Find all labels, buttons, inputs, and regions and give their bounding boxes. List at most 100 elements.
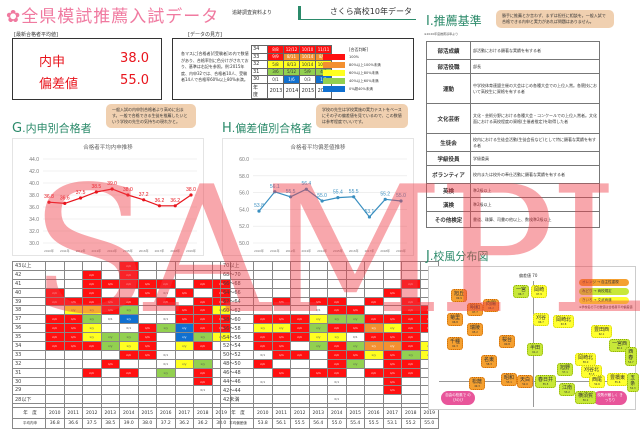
heatmap-cell: n/n <box>382 367 402 378</box>
heatmap-cell: n/n <box>63 296 83 307</box>
naishin-line-chart: 合格者平均内申推移 44.0 42.0 40.0 38.0 36.0 34.0 32.0 30… <box>12 138 204 256</box>
svg-text:60.0: 60.0 <box>239 157 249 163</box>
heatmap-cell <box>156 269 176 280</box>
mini-row-label: 31 <box>251 67 268 76</box>
hensachi-line-chart: 合格者平均偏差値推移 60.0 58.0 56.0 54.0 52.0 50.0 2010年… <box>222 138 414 256</box>
school-tag: 岡崎 67.9 <box>531 285 548 298</box>
criteria-value: 文化・芸術分野における各種大会・コンクールでの上位入賞者。文化面における高校程度… <box>470 103 600 134</box>
heatmap-cell: x/y <box>193 332 213 343</box>
heatmap-cell <box>290 358 310 369</box>
heatmap-cell: x/y <box>119 305 139 316</box>
legend-item: 0%超40%未満 <box>323 85 381 93</box>
school-tag: 五条 52.3 <box>627 373 639 392</box>
heatmap-cell <box>137 376 157 387</box>
heatmap-row-label: 60〜62 <box>220 305 254 316</box>
heatmap-cell: n/n <box>193 314 213 325</box>
heatmap-cell <box>271 305 291 316</box>
svg-text:2012年: 2012年 <box>286 248 296 253</box>
heatmap-spacer <box>220 403 439 409</box>
year-cell: 2018 <box>193 407 213 419</box>
school-tag: 明和 67.7 <box>467 303 484 316</box>
heatmap-cell: x/y <box>193 358 213 369</box>
heatmap-cell <box>193 269 213 280</box>
heatmap-row: 46〜48 n/n n/n n/n n/n n/n n/n <box>220 367 439 378</box>
heatmap-cell <box>345 385 365 396</box>
heatmap-cell <box>327 261 347 271</box>
svg-text:2018年: 2018年 <box>170 248 180 253</box>
school-name: 刈谷北 <box>584 367 600 373</box>
heatmap-cell <box>345 367 365 378</box>
heatmap-cell <box>253 305 273 316</box>
svg-text:2017年: 2017年 <box>155 248 165 253</box>
heatmap-cell: n/n <box>364 296 384 307</box>
school-tag: 旭丘 69.9 <box>451 289 468 302</box>
criteria-row: 生徒会 校内における生徒会活動(生徒会長など)として特に顕著な実績を有する者 <box>426 133 600 152</box>
hensachi-row: 偏差値 55.0 <box>39 73 149 92</box>
mini-year: 2014 <box>283 82 300 99</box>
heatmap-cell: n/n <box>45 296 65 307</box>
heatmap-row-label: 39 <box>12 296 46 307</box>
school-tag: 横須賀 50.1 <box>575 391 597 404</box>
svg-text:37.5: 37.5 <box>76 190 86 196</box>
heatmap-cell: x/y <box>253 323 273 334</box>
heatmap-cell <box>345 261 365 271</box>
school-score: 52.6 <box>594 383 600 386</box>
svg-text:52.0: 52.0 <box>239 224 249 230</box>
svg-text:56.1: 56.1 <box>270 184 280 190</box>
spacer-cell <box>174 403 194 409</box>
school-name: 昭和 <box>504 375 515 381</box>
heatmap-cell <box>253 261 273 271</box>
heatmap-cell <box>119 376 139 387</box>
heatmap-cell <box>82 261 102 271</box>
heatmap-row: 58〜60n/nn/nn/nx/yx/yx/yn/nn/nn/nn/n <box>220 314 439 325</box>
heatmap-cell <box>364 376 384 387</box>
heatmap-cell: n/n <box>401 278 421 289</box>
avg-cell: 36.2 <box>174 417 194 430</box>
avg-cell: 53.8 <box>253 417 273 430</box>
heatmap-cell <box>253 278 273 289</box>
heatmap-cell: n/n <box>290 314 310 325</box>
heatmap-row-label: 42未満 <box>220 394 254 405</box>
heatmap-cell <box>174 261 194 271</box>
school-score: 62.1 <box>598 333 605 336</box>
section-g-bubble: 一般入試の内申別合格者より高めに出ます。一般で合格できる生徒を推薦したいという学… <box>106 104 196 128</box>
avg-cell: 55.4 <box>345 417 365 430</box>
school-name: 岡崎 <box>534 287 545 293</box>
heatmap-cell <box>364 305 384 316</box>
school-name: 五条 <box>630 375 636 387</box>
heatmap-cell: n/n <box>401 323 421 334</box>
heatmap-row: 34 n/n n/n n/n x/y x/y n/n x/y n/n <box>12 341 231 351</box>
heatmap-cell <box>100 394 120 405</box>
heatmap-cell <box>193 261 213 271</box>
heatmap-cell <box>364 261 384 271</box>
svg-text:36.2: 36.2 <box>155 198 165 204</box>
svg-text:2014年: 2014年 <box>107 248 117 253</box>
year-cell: 2014 <box>327 407 347 419</box>
school-name: 刈谷 <box>536 315 547 321</box>
year-cell: 2015 <box>137 407 157 419</box>
heatmap-cell <box>137 394 157 405</box>
year-cell: 2010 <box>253 407 273 419</box>
heatmap-cell: 0/1 <box>345 332 365 343</box>
heatmap-cell: n/n <box>45 341 65 351</box>
criteria-value: 準2級以上 <box>470 197 600 212</box>
heatmap-row: 39 n/n n/n n/n n/n n/n n/n n/n n/n <box>12 296 231 307</box>
section-j-label: .校風分布図 <box>429 250 489 263</box>
heatmap-cell: n/n <box>82 287 102 298</box>
svg-text:55.0: 55.0 <box>317 193 327 199</box>
naishin-heatmap: 43以上 n/n 42 n/n n/n 41 n/n n/n n/n n/n n/n n/n n/n 40… <box>12 261 231 430</box>
svg-text:2012年: 2012年 <box>76 248 86 253</box>
section-i-label: .推薦基準 <box>429 14 482 28</box>
mini-cell: 12/12 <box>283 45 300 54</box>
heatmap-row: 70以上 <box>220 261 439 271</box>
heatmap-cell: n/n <box>45 332 65 343</box>
heatmap-cell <box>364 278 384 289</box>
heatmap-cell <box>45 358 65 369</box>
year-cell: 2018 <box>401 407 421 419</box>
criteria-row: 部活役職 部長 <box>426 59 600 74</box>
map-legend-item: オレンジ → 自主性重視 <box>579 279 629 286</box>
heatmap-cell <box>156 332 176 343</box>
school-score: 57.1 <box>562 371 568 374</box>
heatmap-cell <box>401 394 421 405</box>
school-score: 55.5 <box>542 383 549 386</box>
